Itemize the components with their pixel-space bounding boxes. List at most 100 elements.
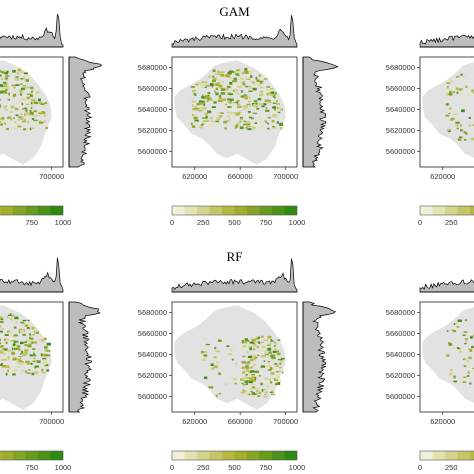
x-tick-label: 660000	[228, 417, 253, 426]
prediction-cell	[268, 342, 272, 345]
legend-swatch	[0, 206, 13, 215]
prediction-cell	[27, 365, 31, 368]
prediction-cell	[33, 90, 38, 93]
prediction-cell	[469, 349, 473, 352]
prediction-cell	[204, 95, 209, 98]
prediction-cell	[242, 123, 247, 126]
prediction-cell	[32, 360, 36, 363]
legend-swatch	[0, 451, 13, 460]
prediction-cell	[463, 139, 467, 141]
prediction-cell	[215, 92, 219, 96]
legend-swatch	[172, 206, 185, 215]
prediction-cell	[18, 86, 22, 89]
prediction-cell	[449, 91, 452, 94]
prediction-cell	[461, 126, 466, 128]
prediction-cell	[192, 107, 197, 111]
prediction-cell	[251, 366, 253, 369]
prediction-cell	[242, 384, 246, 386]
prediction-cell	[6, 339, 9, 342]
prediction-cell	[221, 81, 224, 83]
prediction-cell	[3, 92, 8, 94]
prediction-cell	[210, 386, 214, 389]
prediction-cell	[244, 341, 247, 344]
prediction-cell	[225, 88, 229, 91]
prediction-cell	[210, 363, 214, 366]
prediction-cell	[462, 381, 467, 383]
prediction-cell	[249, 86, 252, 89]
prediction-cell	[271, 91, 275, 95]
prediction-cell	[19, 89, 23, 93]
prediction-cell	[260, 125, 265, 127]
prediction-cell	[20, 113, 23, 115]
prediction-cell	[259, 81, 263, 84]
prediction-cell	[265, 109, 270, 112]
prediction-cell	[5, 70, 9, 73]
prediction-cell	[452, 343, 457, 345]
prediction-cell	[4, 72, 9, 75]
prediction-cell	[245, 85, 249, 88]
prediction-cell	[16, 72, 20, 75]
prediction-cell	[250, 370, 255, 373]
prediction-cell	[254, 356, 258, 359]
prediction-cell	[212, 69, 216, 73]
prediction-cell	[470, 336, 473, 339]
prediction-cell	[277, 111, 281, 113]
prediction-cell	[279, 363, 282, 365]
prediction-cell	[36, 331, 39, 334]
prediction-cell	[215, 394, 218, 398]
prediction-cell	[252, 354, 256, 358]
prediction-cell	[236, 92, 240, 95]
prediction-cell	[448, 107, 452, 110]
prediction-cell	[258, 341, 261, 344]
prediction-cell	[244, 95, 249, 99]
prediction-cell	[270, 367, 274, 370]
prediction-cell	[240, 392, 245, 394]
prediction-cell	[36, 91, 40, 94]
prediction-cell	[36, 371, 39, 373]
prediction-cell	[456, 326, 460, 328]
prediction-cell	[247, 361, 250, 363]
prediction-cell	[456, 127, 459, 130]
prediction-cell	[31, 98, 36, 100]
legend-swatch	[234, 451, 247, 460]
prediction-cell	[204, 120, 208, 124]
prediction-cell	[272, 126, 275, 128]
prediction-cell	[227, 106, 232, 108]
prediction-cell	[6, 328, 10, 331]
prediction-cell	[261, 103, 264, 105]
prediction-cell	[39, 339, 44, 342]
prediction-cell	[210, 89, 214, 93]
prediction-cell	[12, 363, 16, 366]
prediction-cell	[267, 335, 272, 339]
prediction-cell	[222, 98, 227, 101]
prediction-cell	[218, 96, 222, 99]
x-tick-label: 700000	[39, 417, 64, 426]
prediction-cell	[249, 367, 253, 369]
prediction-cell	[22, 333, 26, 336]
prediction-cell	[245, 361, 249, 364]
prediction-cell	[208, 386, 211, 389]
prediction-cell	[276, 363, 280, 366]
prediction-cell	[242, 389, 245, 392]
prediction-cell	[468, 124, 472, 127]
prediction-cell	[15, 114, 19, 117]
prediction-cell	[244, 71, 249, 74]
prediction-cell	[208, 96, 211, 99]
prediction-cell	[227, 115, 230, 118]
panel-title: RF	[227, 249, 243, 264]
prediction-cell	[267, 101, 272, 104]
prediction-cell	[253, 344, 257, 347]
prediction-cell	[31, 98, 36, 102]
prediction-cell	[246, 126, 249, 130]
prediction-cell	[20, 341, 24, 345]
prediction-cell	[276, 121, 280, 124]
prediction-cell	[458, 347, 461, 350]
prediction-cells	[446, 319, 474, 385]
prediction-cell	[0, 117, 2, 119]
prediction-cell	[251, 392, 255, 395]
prediction-cell	[457, 319, 462, 322]
prediction-cell	[1, 119, 4, 122]
prediction-cell	[252, 87, 257, 91]
prediction-cell	[212, 75, 215, 78]
prediction-cell	[7, 99, 10, 101]
